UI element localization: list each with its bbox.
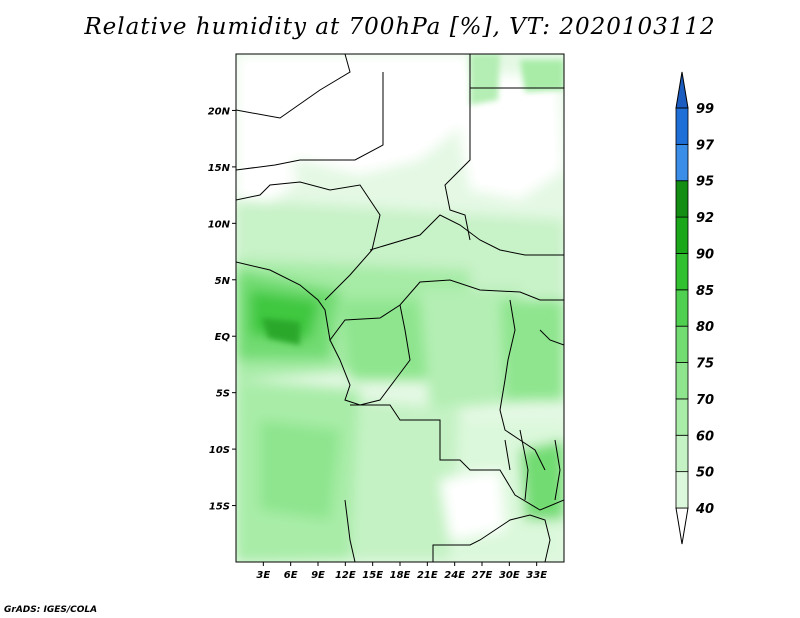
colorbar-segment — [675, 325, 689, 363]
colorbar-label: 70 — [696, 393, 714, 408]
humidity-field — [236, 54, 564, 562]
colorbar-label: 95 — [696, 175, 714, 190]
lat-tick-label: 5S — [216, 389, 230, 400]
lat-tick-label: 5N — [215, 276, 231, 287]
colorbar-segment — [675, 180, 689, 218]
lon-tick-label: 3E — [256, 570, 270, 581]
lon-tick-label: 27E — [472, 570, 493, 581]
lon-tick-label: 18E — [390, 570, 411, 581]
colorbar-label: 80 — [696, 320, 714, 335]
lon-tick-label: 33E — [526, 570, 547, 581]
colorbar-segment — [675, 471, 689, 509]
map-title: Relative humidity at 700hPa [%], VT: 202… — [84, 14, 716, 40]
colorbar-label: 90 — [696, 247, 714, 262]
colorbar-label: 75 — [696, 357, 714, 372]
lon-tick-label: 21E — [417, 570, 438, 581]
country-borders — [236, 54, 564, 562]
axis-ticks: 3E 6E 9E 12E 15E 18E 21E 24E 27E 30E 33E 20N 15N 10N 5… — [208, 106, 548, 581]
lon-tick-label: 15E — [362, 570, 383, 581]
lat-tick-label: 20N — [208, 106, 231, 117]
colorbar-label: 50 — [696, 466, 714, 481]
colorbar-label: 85 — [696, 284, 714, 299]
colorbar-label: 60 — [696, 429, 714, 444]
colorbar-segment — [675, 434, 689, 473]
colorbar-label: 40 — [695, 502, 714, 517]
colorbar-segment — [675, 398, 689, 436]
lat-tick-label: 15N — [208, 163, 231, 174]
lat-tick-label: EQ — [215, 332, 231, 343]
lat-tick-label: 10S — [209, 445, 230, 456]
colorbar-segment — [675, 362, 689, 400]
colorbar-low-arrow — [675, 507, 689, 545]
lon-tick-label: 30E — [499, 570, 520, 581]
lat-tick-label: 10N — [208, 219, 231, 230]
colorbar-segment — [675, 107, 689, 145]
colorbar-label: 99 — [696, 102, 714, 117]
lon-tick-label: 6E — [284, 570, 298, 581]
lon-tick-label: 24E — [444, 570, 465, 581]
colorbar-segment — [675, 216, 689, 254]
colorbar-segment — [675, 253, 689, 291]
colorbar-high-arrow — [675, 71, 689, 109]
colorbar-label: 97 — [696, 138, 715, 153]
colorbar-segment — [675, 289, 689, 327]
lon-tick-label: 9E — [311, 570, 325, 581]
colorbar: 40 50 60 70 75 80 85 90 92 95 97 99 — [675, 71, 715, 545]
lat-tick-label: 15S — [209, 502, 230, 513]
credit-text: GrADS: IGES/COLA — [4, 605, 98, 615]
colorbar-segment — [675, 143, 689, 182]
colorbar-label: 92 — [696, 211, 714, 226]
lon-tick-label: 12E — [335, 570, 356, 581]
